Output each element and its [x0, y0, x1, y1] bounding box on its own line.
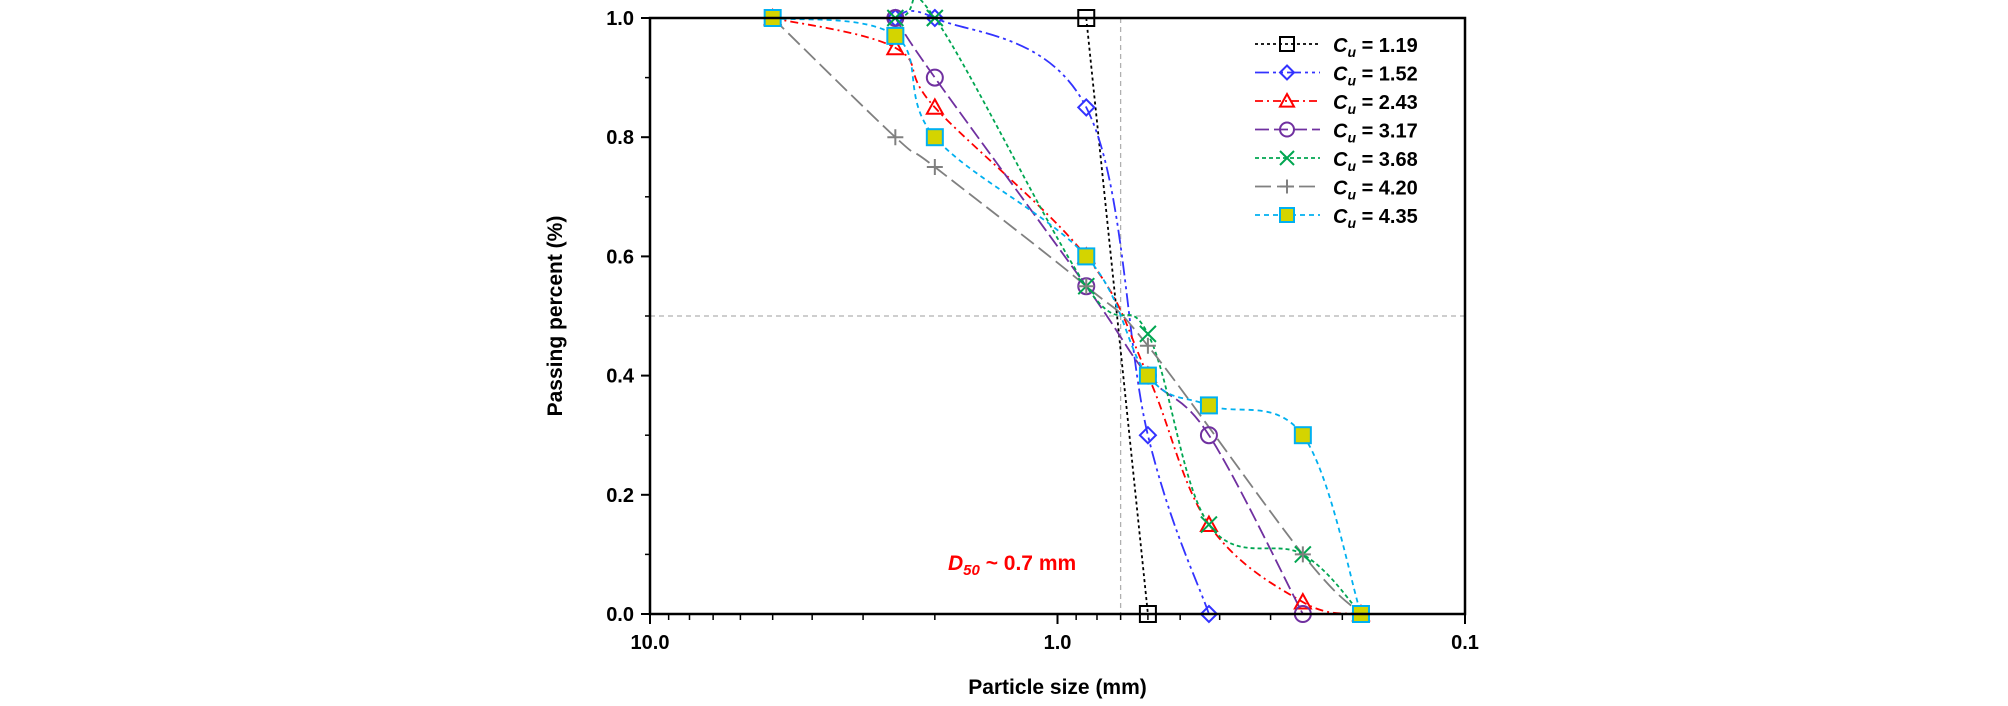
y-axis-title: Passing percent (%): [544, 216, 567, 417]
legend-marker: [1278, 64, 1296, 81]
legend-entry-cu-2.43: Cu = 2.43: [1255, 91, 1418, 117]
legend-cu-value: = 4.20: [1356, 178, 1418, 200]
data-point-marker: [925, 68, 944, 87]
legend-cu-value: = 1.52: [1356, 64, 1418, 86]
data-point-marker: [886, 26, 905, 45]
legend-label: Cu = 4.20: [1333, 178, 1418, 203]
data-point-marker: [1139, 325, 1157, 343]
legend-marker: [1278, 91, 1296, 108]
legend-cu-symbol: C: [1333, 149, 1348, 171]
series-line-cu-3.68: [772, 0, 1362, 615]
x-axis-title: Particle size (mm): [968, 676, 1147, 699]
legend-entry-cu-4.20: Cu = 4.20: [1255, 178, 1418, 203]
legend-marker: [1279, 121, 1295, 138]
data-point-marker: [887, 129, 904, 146]
legend-entry-cu-4.35: Cu = 4.35: [1255, 206, 1418, 231]
series-line-cu-3.17: [894, 17, 1304, 615]
y-tick-label: 0.4: [606, 366, 635, 388]
d50-symbol: D: [948, 552, 963, 575]
data-point-marker: [1199, 396, 1218, 415]
legend-cu-subscript: u: [1347, 215, 1356, 231]
y-tick-label: 0.0: [606, 604, 634, 626]
series-markers-cu-4.35: [763, 9, 1370, 623]
data-point-marker: [925, 8, 945, 28]
data-point-marker: [1139, 337, 1156, 354]
legend-cu-value: = 3.17: [1356, 121, 1418, 143]
data-point-marker: [885, 37, 906, 56]
data-point-marker: [1199, 514, 1219, 532]
data-point-marker: [925, 97, 945, 115]
legend-cu-symbol: C: [1333, 35, 1348, 57]
legend-label: Cu = 2.43: [1333, 92, 1418, 117]
x-tick-label: 10.0: [631, 632, 670, 654]
legend-cu-subscript: u: [1347, 130, 1356, 146]
data-point-marker: [1199, 426, 1218, 445]
legend-entry-cu-1.52: Cu = 1.52: [1255, 64, 1418, 89]
x-tick-label: 1.0: [1044, 632, 1072, 654]
legend-label: Cu = 3.17: [1333, 121, 1418, 146]
legend-cu-symbol: C: [1333, 92, 1348, 114]
legend-cu-value: = 3.68: [1356, 149, 1418, 171]
legend-marker: [1279, 207, 1295, 223]
legend-cu-symbol: C: [1333, 64, 1348, 86]
legend-label: Cu = 1.52: [1333, 64, 1418, 89]
legend-cu-value: = 2.43: [1356, 92, 1418, 114]
data-point-marker: [1138, 425, 1158, 445]
legend-cu-subscript: u: [1347, 44, 1356, 60]
y-tick-label: 0.6: [606, 246, 634, 268]
series-line-cu-4.20: [772, 17, 1362, 615]
data-point-marker: [1293, 426, 1312, 445]
series-markers-cu-1.52: [885, 8, 1219, 624]
legend-cu-subscript: u: [1347, 73, 1356, 89]
d50-subscript: 50: [963, 562, 980, 579]
data-point-marker: [1078, 278, 1095, 295]
legend-marker: [1280, 179, 1294, 194]
data-point-marker: [1200, 515, 1218, 534]
series-line-cu-1.19: [1085, 17, 1149, 615]
legend-marker: [1279, 150, 1295, 166]
x-tick-label: 0.1: [1451, 632, 1479, 654]
legend-cu-symbol: C: [1333, 206, 1348, 228]
data-point-marker: [1076, 97, 1096, 117]
data-point-marker: [1138, 366, 1157, 385]
data-point-marker: [1199, 604, 1219, 624]
legend-marker: [1279, 36, 1295, 52]
data-point-marker: [926, 159, 943, 175]
legend-label: Cu = 1.19: [1333, 35, 1418, 60]
legend-cu-symbol: C: [1333, 121, 1348, 143]
legend-label: Cu = 3.68: [1333, 149, 1418, 174]
legend-entry-cu-3.17: Cu = 3.17: [1255, 121, 1418, 146]
legend-cu-value: = 1.19: [1356, 35, 1418, 57]
legend-cu-value: = 4.35: [1356, 206, 1418, 228]
data-point-marker: [1293, 592, 1313, 610]
legend-cu-subscript: u: [1347, 101, 1356, 117]
data-point-marker: [925, 128, 944, 147]
legend-cu-subscript: u: [1347, 158, 1356, 174]
y-tick-label: 1.0: [606, 8, 634, 30]
legend-entry-cu-1.19: Cu = 1.19: [1255, 35, 1418, 60]
data-point-marker: [1077, 247, 1096, 266]
legend-cu-subscript: u: [1347, 187, 1356, 203]
series-line-cu-2.43: [772, 17, 1362, 615]
y-tick-label: 0.2: [606, 485, 634, 507]
d50-value-text: ~ 0.7 mm: [980, 552, 1076, 575]
data-point-marker: [1294, 546, 1311, 563]
legend-entry-cu-3.68: Cu = 3.68: [1255, 149, 1418, 174]
series-line-cu-1.52: [895, 10, 1210, 615]
legend-label: Cu = 4.35: [1333, 206, 1418, 231]
legend-cu-symbol: C: [1333, 178, 1348, 200]
y-tick-label: 0.8: [606, 127, 634, 149]
d50-annotation: D50 ~ 0.7 mm: [948, 552, 1076, 579]
